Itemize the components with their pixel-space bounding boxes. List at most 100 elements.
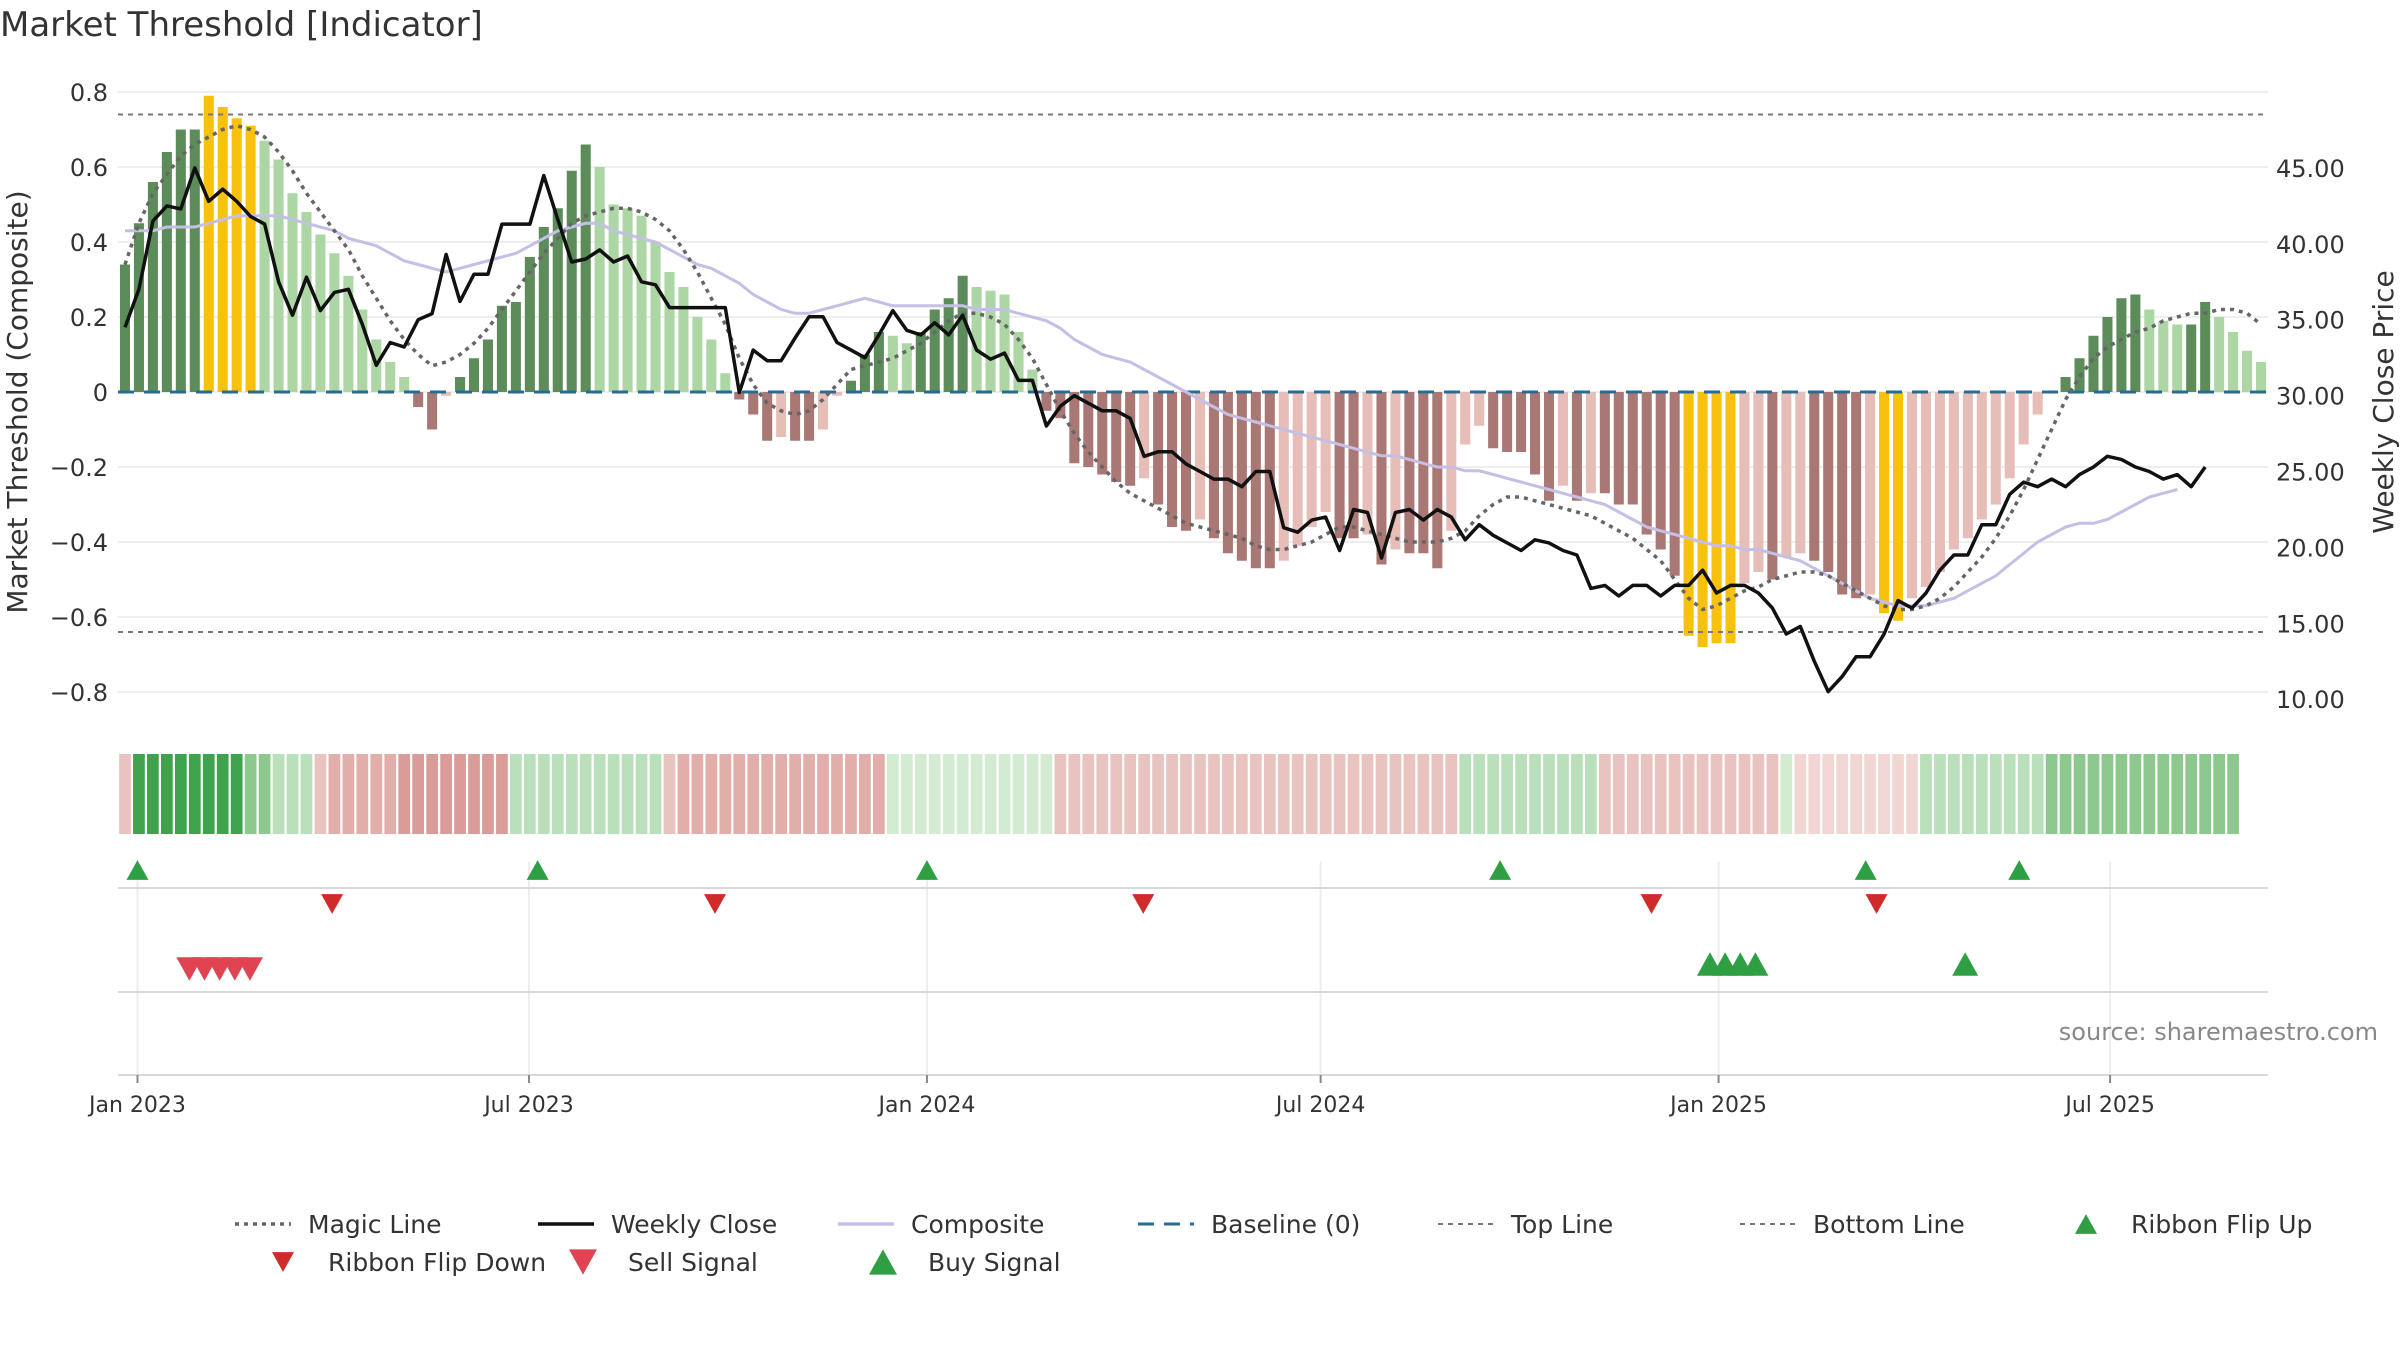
composite-bar bbox=[1948, 392, 1959, 550]
ribbon-cell bbox=[1222, 754, 1234, 834]
ribbon-cell bbox=[2003, 754, 2016, 834]
composite-bar bbox=[427, 392, 438, 430]
composite-bar bbox=[1851, 392, 1862, 599]
x-tick-label: Jul 2025 bbox=[2063, 1093, 2155, 1118]
composite-bar bbox=[1627, 392, 1638, 505]
y-tick-label-right: 20.00 bbox=[2276, 534, 2345, 562]
ribbon-cell bbox=[1403, 754, 1416, 834]
composite-bar bbox=[2214, 317, 2225, 392]
composite-bar bbox=[762, 392, 773, 441]
ribbon-cell bbox=[384, 754, 397, 834]
ribbon-cell bbox=[342, 754, 355, 834]
ribbon-cell bbox=[2227, 754, 2239, 834]
ribbon-cell bbox=[845, 754, 857, 834]
composite-bar bbox=[1990, 392, 2001, 505]
composite-bar bbox=[2228, 332, 2239, 392]
composite-bar bbox=[119, 264, 131, 392]
ribbon-cell bbox=[230, 754, 243, 834]
legend-label: Ribbon Flip Up bbox=[2131, 1210, 2312, 1239]
ribbon-cell bbox=[900, 754, 913, 834]
ribbon-cell bbox=[202, 754, 215, 834]
legend-label: Top Line bbox=[1510, 1210, 1613, 1239]
composite-bar bbox=[468, 358, 480, 392]
composite-bar bbox=[175, 129, 186, 392]
composite-bar bbox=[343, 275, 354, 392]
composite-bar bbox=[1543, 392, 1555, 501]
legend-label: Magic Line bbox=[308, 1210, 442, 1239]
legend-label: Bottom Line bbox=[1813, 1210, 1965, 1239]
composite-bar bbox=[1697, 392, 1708, 647]
chart-title: Market Threshold [Indicator] bbox=[0, 5, 483, 45]
ribbon-cell bbox=[1612, 754, 1625, 834]
ribbon-cell bbox=[1361, 754, 1374, 834]
ribbon-cell bbox=[468, 754, 480, 834]
legend-item: Ribbon Flip Down bbox=[272, 1248, 546, 1277]
ribbon-cell bbox=[1054, 754, 1067, 834]
y-tick-label-left: 0 bbox=[93, 379, 108, 407]
ribbon-cell bbox=[1836, 754, 1849, 834]
ribbon-cell bbox=[1989, 754, 2002, 834]
source-label: source: sharemaestro.com bbox=[2059, 1018, 2378, 1046]
ribbon-cell bbox=[747, 754, 760, 834]
composite-bar bbox=[1125, 392, 1136, 486]
ribbon-flip-up-marker bbox=[2008, 860, 2031, 880]
composite-bar bbox=[315, 234, 326, 392]
composite-bar bbox=[1767, 392, 1778, 580]
composite-bar bbox=[524, 257, 535, 392]
composite-bar bbox=[622, 208, 633, 392]
composite-bar bbox=[1222, 392, 1233, 554]
composite-bar bbox=[287, 193, 298, 392]
ribbon-cell bbox=[873, 754, 885, 834]
ribbon-cell bbox=[1920, 754, 1932, 834]
composite-bar bbox=[1781, 392, 1792, 557]
composite-bar bbox=[957, 275, 968, 392]
composite-bar bbox=[2116, 298, 2127, 392]
ribbon-flip-down-marker bbox=[321, 894, 344, 914]
ribbon-cell bbox=[1291, 754, 1304, 834]
composite-bar bbox=[859, 354, 870, 392]
composite-bar bbox=[399, 377, 410, 392]
ribbon-cell bbox=[1431, 754, 1444, 834]
composite-bar bbox=[1488, 392, 1499, 449]
ribbon-cell bbox=[2213, 754, 2225, 834]
ribbon-cell bbox=[1166, 754, 1178, 834]
composite-bar bbox=[1376, 392, 1387, 565]
composite-bar bbox=[1739, 392, 1750, 584]
ribbon-cell bbox=[1654, 754, 1667, 834]
composite-bar bbox=[1446, 392, 1457, 531]
legend-label: Weekly Close bbox=[611, 1210, 777, 1239]
composite-bar bbox=[566, 170, 577, 392]
ribbon-cell bbox=[398, 754, 411, 834]
ribbon-cell bbox=[161, 754, 173, 834]
composite-bar bbox=[734, 392, 745, 400]
ribbon-cell bbox=[2087, 754, 2100, 834]
composite-bar bbox=[1865, 392, 1876, 595]
ribbon-flip-up-marker bbox=[1489, 860, 1512, 880]
ribbon-cell bbox=[1389, 754, 1402, 834]
ribbon-cell bbox=[775, 754, 788, 834]
composite-bar bbox=[1599, 392, 1610, 494]
ribbon-cell bbox=[1305, 754, 1318, 834]
ribbon-cell bbox=[803, 754, 815, 834]
ribbon-cell bbox=[998, 754, 1011, 834]
composite-bar bbox=[1320, 392, 1331, 512]
composite-bar bbox=[510, 302, 521, 392]
composite-bar bbox=[385, 362, 396, 392]
composite-bar bbox=[1474, 392, 1485, 426]
composite-bar bbox=[1250, 392, 1261, 569]
ribbon-cell bbox=[1808, 754, 1821, 834]
ribbon-cell bbox=[914, 754, 927, 834]
composite-bar bbox=[608, 204, 619, 392]
ribbon-cell bbox=[1236, 754, 1248, 834]
ribbon-cell bbox=[2143, 754, 2156, 834]
ribbon-cell bbox=[1892, 754, 1904, 834]
ribbon-cell bbox=[510, 754, 522, 834]
composite-bar bbox=[1278, 392, 1289, 561]
y-tick-label-right: 30.00 bbox=[2276, 383, 2345, 411]
composite-bar bbox=[929, 309, 940, 392]
ribbon-cell bbox=[119, 754, 131, 834]
composite-bar bbox=[1502, 392, 1513, 452]
ribbon-cell bbox=[593, 754, 606, 834]
